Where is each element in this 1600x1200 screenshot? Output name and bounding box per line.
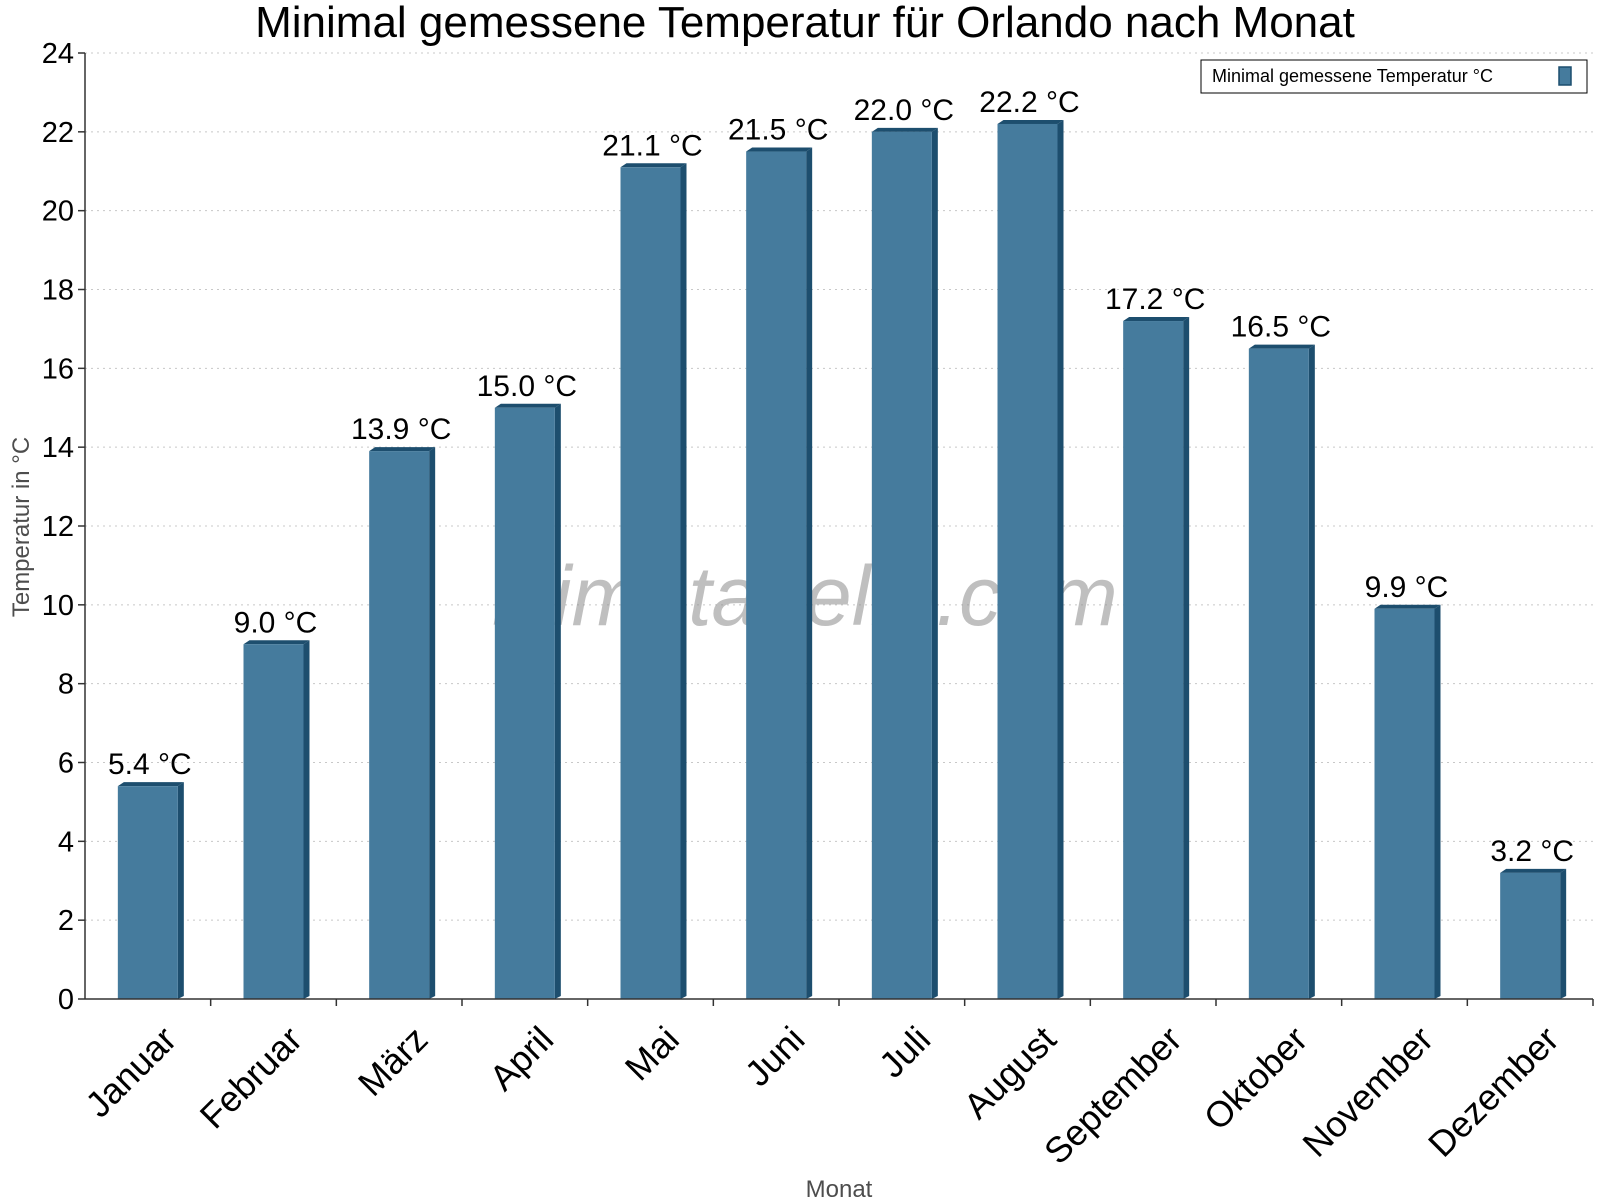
x-tick-label: Januar bbox=[77, 1018, 184, 1125]
bar-face bbox=[494, 407, 555, 999]
y-axis-title: Temperatur in °C bbox=[8, 437, 35, 617]
y-tick-label: 10 bbox=[42, 590, 74, 622]
bar bbox=[871, 127, 938, 1000]
legend-swatch bbox=[1558, 66, 1572, 86]
x-tick-label: September bbox=[1036, 1018, 1190, 1172]
legend-label: Minimal gemessene Temperatur °C bbox=[1212, 66, 1493, 86]
bar-top bbox=[1500, 868, 1567, 873]
bar-side bbox=[303, 640, 310, 999]
bar-top bbox=[1374, 604, 1441, 609]
bar-top bbox=[243, 640, 310, 645]
bars bbox=[117, 119, 1567, 1000]
data-label: 22.0 °C bbox=[854, 94, 954, 127]
bar-face bbox=[620, 167, 681, 999]
y-tick-label: 24 bbox=[42, 38, 74, 70]
bar-face bbox=[243, 644, 304, 999]
bar bbox=[997, 119, 1064, 999]
data-label: 16.5 °C bbox=[1231, 311, 1331, 344]
x-tick-label: April bbox=[481, 1018, 561, 1098]
x-tick-label: Mai bbox=[617, 1018, 687, 1088]
x-axis-ticks: Januar Februar März April Mai Juni Juli AugustS… bbox=[77, 999, 1594, 1172]
y-tick-label: 18 bbox=[42, 275, 74, 307]
bar-top bbox=[1123, 317, 1190, 322]
bar-top bbox=[369, 447, 436, 452]
bar-face bbox=[1500, 872, 1561, 999]
bar-side bbox=[177, 782, 184, 999]
data-label: 15.0 °C bbox=[477, 370, 577, 403]
bar-face bbox=[1374, 608, 1435, 999]
bar bbox=[1500, 868, 1567, 999]
data-label: 13.9 °C bbox=[351, 413, 451, 446]
bar bbox=[117, 782, 184, 999]
y-tick-label: 4 bbox=[58, 826, 74, 858]
bar-face bbox=[1123, 321, 1184, 999]
data-label: 17.2 °C bbox=[1105, 283, 1205, 316]
y-tick-label: 20 bbox=[42, 196, 74, 228]
bar-face bbox=[117, 786, 178, 999]
bar-side bbox=[429, 447, 436, 999]
bar bbox=[369, 447, 436, 999]
bar bbox=[1123, 317, 1190, 999]
bar-face bbox=[997, 123, 1058, 999]
y-tick-label: 8 bbox=[58, 669, 74, 701]
chart-title: Minimal gemessene Temperatur für Orlando… bbox=[255, 0, 1355, 47]
bar bbox=[243, 640, 310, 999]
data-label: 9.9 °C bbox=[1365, 571, 1449, 604]
bar-side bbox=[1183, 317, 1190, 999]
y-tick-label: 14 bbox=[42, 432, 74, 464]
bar-top bbox=[620, 163, 687, 168]
bar-side bbox=[554, 403, 561, 999]
bar-side bbox=[931, 127, 938, 1000]
bar-top bbox=[871, 127, 938, 132]
gridlines bbox=[85, 52, 1593, 921]
bar-side bbox=[1308, 344, 1315, 999]
bar-side bbox=[680, 163, 687, 999]
bar-side bbox=[1057, 119, 1064, 999]
data-label: 9.0 °C bbox=[234, 606, 318, 639]
x-tick-label: August bbox=[956, 1018, 1064, 1126]
y-tick-label: 6 bbox=[58, 748, 74, 780]
data-label: 21.5 °C bbox=[728, 114, 828, 147]
y-tick-label: 16 bbox=[42, 353, 74, 385]
x-tick-label: März bbox=[350, 1018, 436, 1104]
y-tick-label: 0 bbox=[58, 984, 74, 1016]
bar bbox=[746, 147, 813, 999]
data-labels: 5.4 °C 9.0 °C 13.9 °C 15.0 °C 21.1 °C 21.5 °C… bbox=[108, 86, 1574, 868]
y-tick-label: 12 bbox=[42, 511, 74, 543]
bar bbox=[1248, 344, 1315, 999]
bar-top bbox=[997, 119, 1064, 124]
y-tick-label: 2 bbox=[58, 905, 74, 937]
bar-side bbox=[1434, 604, 1441, 999]
bar bbox=[494, 403, 561, 999]
bar-top bbox=[494, 403, 561, 408]
bar-face bbox=[1248, 348, 1309, 999]
x-tick-label: Februar bbox=[192, 1018, 310, 1136]
legend: Minimal gemessene Temperatur °C bbox=[1200, 59, 1588, 94]
bar-face bbox=[871, 131, 932, 1000]
x-tick-label: Oktober bbox=[1196, 1018, 1316, 1138]
x-tick-label: November bbox=[1294, 1018, 1440, 1164]
data-label: 3.2 °C bbox=[1490, 835, 1574, 868]
bar-top bbox=[746, 147, 813, 152]
bar-top bbox=[117, 782, 184, 787]
x-tick-label: Juli bbox=[871, 1018, 938, 1085]
x-tick-label: Juni bbox=[737, 1018, 813, 1094]
data-label: 21.1 °C bbox=[602, 129, 702, 162]
bar-face bbox=[369, 451, 430, 999]
bar-face bbox=[746, 151, 807, 999]
bar-side bbox=[806, 147, 813, 999]
bar bbox=[620, 163, 687, 999]
bar-side bbox=[1560, 868, 1567, 999]
x-axis-title: Monat bbox=[806, 1176, 873, 1200]
data-label: 22.2 °C bbox=[979, 86, 1079, 119]
bar-top bbox=[1248, 344, 1315, 349]
data-label: 5.4 °C bbox=[108, 748, 192, 781]
legend-box bbox=[1200, 59, 1588, 94]
bar bbox=[1374, 604, 1441, 999]
x-tick-label: Dezember bbox=[1420, 1018, 1566, 1164]
y-tick-label: 22 bbox=[42, 117, 74, 149]
